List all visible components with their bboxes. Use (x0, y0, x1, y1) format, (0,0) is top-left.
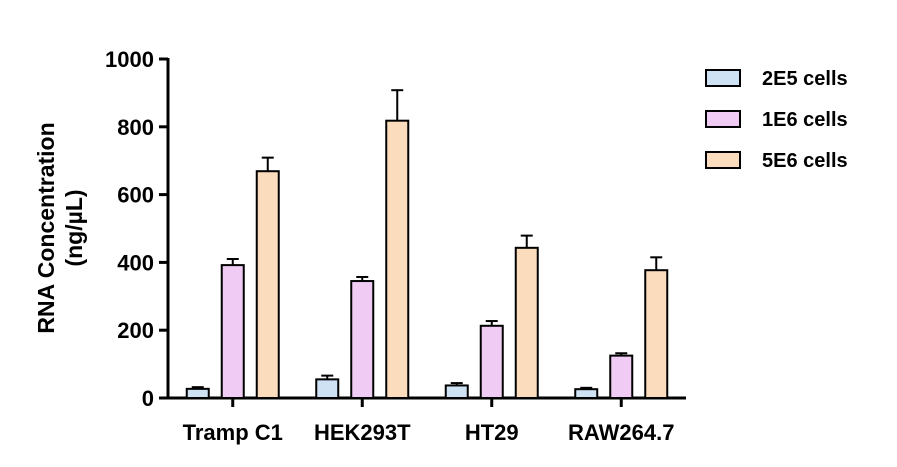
bar (609, 354, 634, 399)
y-tick-label: 800 (117, 115, 154, 140)
bar (255, 170, 280, 399)
legend: 2E5 cells 1E6 cells 5E6 cells (705, 68, 848, 172)
x-axis: Tramp C1 HEK293T HT29 RAW264.7 (166, 396, 686, 445)
bar (350, 280, 375, 400)
y-axis-title: RNA Concentration (ng/µL) (33, 122, 87, 333)
y-tick-label: 200 (117, 318, 154, 343)
y-axis-title-line2: (ng/µL) (61, 189, 87, 266)
x-tick-label: HEK293T (314, 420, 411, 445)
bar (315, 378, 340, 400)
bar (220, 264, 245, 399)
bars-group (185, 119, 669, 400)
legend-label: 1E6 cells (762, 109, 848, 131)
legend-swatch (705, 110, 741, 128)
bar (185, 387, 210, 399)
y-tick-label: 600 (117, 183, 154, 208)
x-tick-label: HT29 (465, 420, 519, 445)
error-bars-group (191, 89, 663, 390)
legend-swatch (705, 151, 741, 169)
y-axis: 0 200 400 600 800 1000 (105, 47, 170, 411)
y-axis-title-line1: RNA Concentration (33, 122, 59, 333)
bar (479, 324, 504, 399)
x-tick-label: Tramp C1 (183, 420, 283, 445)
legend-label: 2E5 cells (762, 68, 848, 90)
y-tick-label: 1000 (105, 47, 154, 72)
bar (385, 119, 410, 399)
bar (574, 388, 599, 400)
y-tick-label: 0 (142, 386, 154, 411)
bar (514, 246, 539, 399)
bar (444, 384, 469, 400)
bar (644, 269, 669, 399)
legend-label: 5E6 cells (762, 150, 848, 172)
y-tick-label: 400 (117, 250, 154, 275)
x-tick-label: RAW264.7 (568, 420, 674, 445)
legend-swatch (705, 69, 741, 87)
